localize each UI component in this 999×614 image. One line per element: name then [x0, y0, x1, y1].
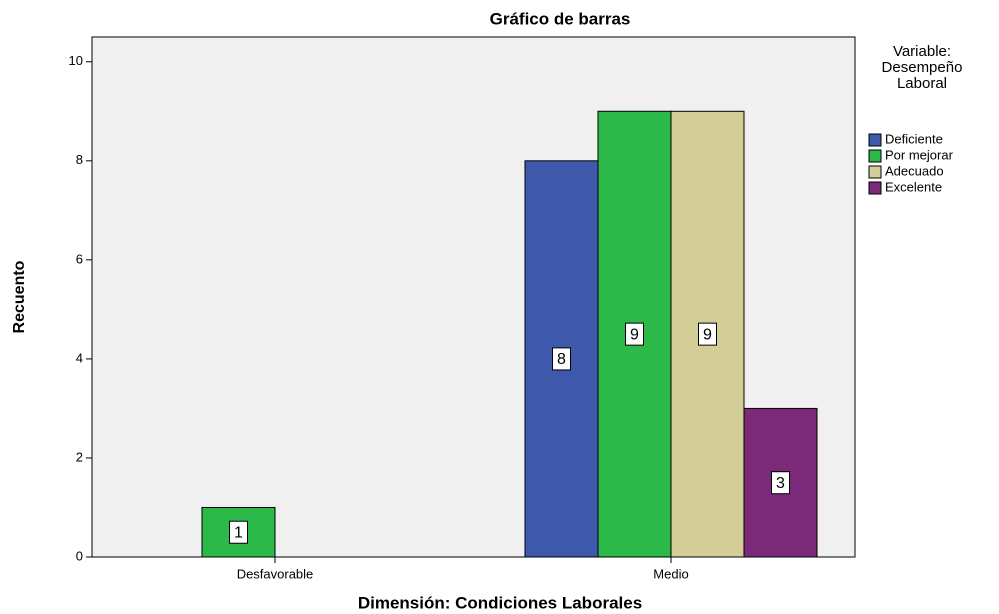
legend-title: Variable: Desempeño Laboral [882, 43, 963, 92]
data-label: 9 [630, 326, 639, 343]
data-label-box [229, 520, 248, 544]
data-label: 9 [703, 326, 712, 343]
legend-swatch [868, 133, 882, 147]
x-axis-title: Dimensión: Condiciones Laborales [358, 593, 642, 612]
y-tick-label: 0 [76, 548, 83, 563]
data-label-box [625, 322, 644, 346]
y-axis-title: Recuento [11, 260, 28, 333]
x-tick-label: Medio [653, 566, 688, 581]
data-label: 3 [776, 475, 785, 492]
legend-label: Deficiente [885, 131, 943, 146]
data-label-box [552, 347, 571, 371]
legend-label: Adecuado [885, 163, 944, 178]
y-tick-label: 2 [76, 449, 83, 464]
legend-label: Excelente [885, 179, 942, 194]
legend-swatch [868, 165, 882, 179]
legend-swatch [868, 149, 882, 163]
legend-swatch [868, 181, 882, 195]
data-label: 1 [234, 524, 243, 541]
y-tick-label: 10 [69, 53, 83, 68]
data-label-box [698, 322, 717, 346]
x-tick-label: Desfavorable [237, 566, 314, 581]
data-label-box [771, 471, 790, 495]
chart-title: Gráfico de barras [490, 9, 631, 28]
y-tick-label: 4 [76, 350, 83, 365]
y-tick-label: 8 [76, 152, 83, 167]
y-tick-label: 6 [76, 251, 83, 266]
legend-label: Por mejorar [885, 147, 954, 162]
data-label: 8 [557, 351, 566, 368]
